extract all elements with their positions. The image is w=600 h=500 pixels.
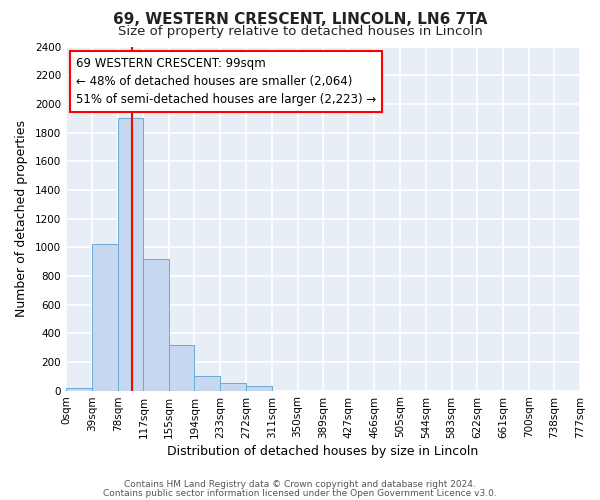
Bar (194, 376, 220, 390)
Y-axis label: Number of detached properties: Number of detached properties (15, 120, 28, 317)
Text: 69 WESTERN CRESCENT: 99sqm
← 48% of detached houses are smaller (2,064)
51% of s: 69 WESTERN CRESCENT: 99sqm ← 48% of deta… (76, 57, 377, 106)
Text: Size of property relative to detached houses in Lincoln: Size of property relative to detached ho… (118, 25, 482, 38)
Bar (66, 388, 92, 390)
Bar (118, 118, 143, 390)
Text: Contains HM Land Registry data © Crown copyright and database right 2024.: Contains HM Land Registry data © Crown c… (124, 480, 476, 489)
Text: 69, WESTERN CRESCENT, LINCOLN, LN6 7TA: 69, WESTERN CRESCENT, LINCOLN, LN6 7TA (113, 12, 487, 28)
Text: Contains public sector information licensed under the Open Government Licence v3: Contains public sector information licen… (103, 489, 497, 498)
Bar (143, 258, 169, 390)
Bar (220, 382, 246, 390)
Bar (169, 346, 194, 391)
X-axis label: Distribution of detached houses by size in Lincoln: Distribution of detached houses by size … (167, 444, 479, 458)
Bar (92, 244, 118, 390)
Bar (246, 386, 272, 390)
